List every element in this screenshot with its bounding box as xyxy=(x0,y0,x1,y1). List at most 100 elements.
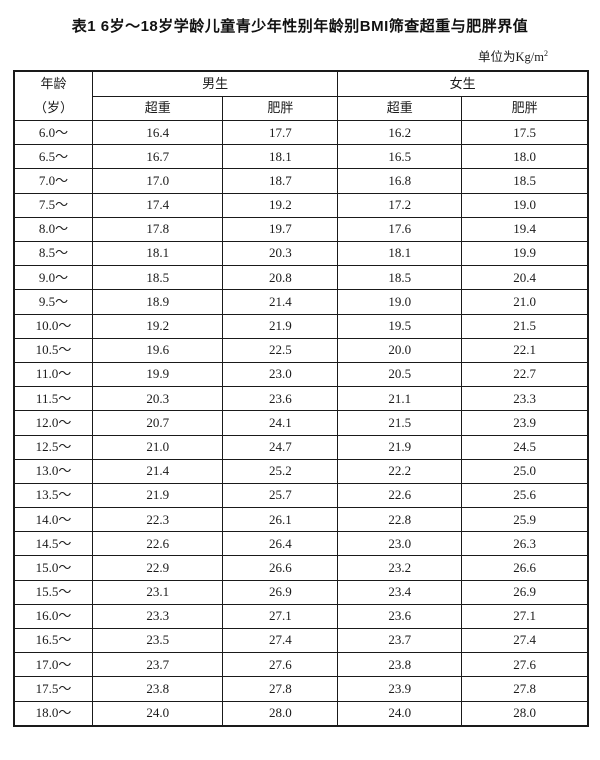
table-row: 16.5～ 23.5 27.4 23.7 27.4 xyxy=(13,628,589,654)
table-row: 9.0～ 18.5 20.8 18.5 20.4 xyxy=(13,265,589,291)
age-cell: 15.5～ xyxy=(13,579,94,605)
age-cell: 10.0～ xyxy=(13,313,94,339)
unit-note-superscript: 2 xyxy=(544,48,548,58)
bmi-value-cell: 27.6 xyxy=(222,652,339,678)
bmi-value-cell: 20.4 xyxy=(461,265,589,291)
bmi-value-cell: 24.0 xyxy=(92,700,224,727)
bmi-value-cell: 22.7 xyxy=(461,361,589,388)
bmi-value-cell: 23.8 xyxy=(92,676,224,702)
bmi-value-cell: 23.3 xyxy=(92,603,224,630)
bmi-value-cell: 21.9 xyxy=(222,313,339,339)
bmi-value-cell: 22.5 xyxy=(222,337,339,363)
bmi-value-cell: 17.8 xyxy=(92,216,224,243)
age-cell: 11.5～ xyxy=(13,386,94,412)
bmi-value-cell: 18.1 xyxy=(92,241,224,267)
bmi-value-cell: 23.6 xyxy=(337,603,463,630)
bmi-value-cell: 20.3 xyxy=(222,241,339,267)
bmi-value-cell: 25.7 xyxy=(222,482,339,509)
bmi-value-cell: 21.4 xyxy=(222,289,339,315)
bmi-value-cell: 22.3 xyxy=(92,507,224,533)
bmi-value-cell: 16.2 xyxy=(337,120,463,146)
age-cell: 13.5～ xyxy=(13,482,94,509)
bmi-value-cell: 21.0 xyxy=(461,289,589,315)
bmi-value-cell: 27.8 xyxy=(222,676,339,702)
bmi-value-cell: 21.1 xyxy=(337,386,463,412)
table-row: 13.0～ 21.4 25.2 22.2 25.0 xyxy=(13,458,589,484)
bmi-value-cell: 23.6 xyxy=(222,386,339,412)
bmi-value-cell: 21.9 xyxy=(92,482,224,509)
bmi-value-cell: 21.5 xyxy=(337,410,463,436)
girls-overweight-header: 超重 xyxy=(337,95,463,122)
table-row: 9.5～ 18.9 21.4 19.0 21.0 xyxy=(13,289,589,315)
table-row: 10.0～ 19.2 21.9 19.5 21.5 xyxy=(13,313,589,339)
bmi-value-cell: 20.7 xyxy=(92,410,224,436)
bmi-value-cell: 17.4 xyxy=(92,192,224,218)
age-cell: 16.5～ xyxy=(13,628,94,654)
age-cell: 17.0～ xyxy=(13,652,94,678)
bmi-value-cell: 20.8 xyxy=(222,265,339,291)
age-cell: 6.5～ xyxy=(13,144,94,170)
bmi-value-cell: 18.1 xyxy=(337,241,463,267)
table-row: 7.5～ 17.4 19.2 17.2 19.0 xyxy=(13,192,589,218)
bmi-value-cell: 19.0 xyxy=(337,289,463,315)
bmi-value-cell: 17.5 xyxy=(461,120,589,146)
age-cell: 7.5～ xyxy=(13,192,94,218)
bmi-value-cell: 25.9 xyxy=(461,507,589,533)
bmi-value-cell: 22.6 xyxy=(92,531,224,557)
bmi-value-cell: 21.5 xyxy=(461,313,589,339)
bmi-value-cell: 27.1 xyxy=(222,603,339,630)
bmi-value-cell: 17.7 xyxy=(222,120,339,146)
table-row: 6.0～ 16.4 17.7 16.2 17.5 xyxy=(13,120,589,146)
bmi-value-cell: 17.0 xyxy=(92,168,224,194)
bmi-value-cell: 23.7 xyxy=(92,652,224,678)
bmi-value-cell: 21.4 xyxy=(92,458,224,484)
bmi-value-cell: 18.7 xyxy=(222,168,339,194)
bmi-value-cell: 23.2 xyxy=(337,555,463,581)
bmi-value-cell: 23.8 xyxy=(337,652,463,678)
boys-obesity-header: 肥胖 xyxy=(222,95,339,122)
table-row: 14.0～ 22.3 26.1 22.8 25.9 xyxy=(13,507,589,533)
bmi-value-cell: 19.0 xyxy=(461,192,589,218)
table-row: 6.5～ 16.7 18.1 16.5 18.0 xyxy=(13,144,589,170)
table-row: 13.5～ 21.9 25.7 22.6 25.6 xyxy=(13,482,589,509)
bmi-value-cell: 18.1 xyxy=(222,144,339,170)
bmi-value-cell: 18.0 xyxy=(461,144,589,170)
bmi-value-cell: 23.0 xyxy=(337,531,463,557)
table-row: 7.0～ 17.0 18.7 16.8 18.5 xyxy=(13,168,589,194)
bmi-cutoff-table: 年龄 （岁） 男生 女生 超重 肥胖 超重 肥胖 6.0～ 16.4 17.7 16.… xyxy=(13,70,589,727)
bmi-value-cell: 27.4 xyxy=(222,628,339,654)
bmi-value-cell: 20.5 xyxy=(337,361,463,388)
bmi-value-cell: 17.6 xyxy=(337,216,463,243)
age-cell: 11.0～ xyxy=(13,361,94,388)
bmi-value-cell: 19.6 xyxy=(92,337,224,363)
bmi-value-cell: 17.2 xyxy=(337,192,463,218)
bmi-value-cell: 19.9 xyxy=(92,361,224,388)
bmi-value-cell: 16.7 xyxy=(92,144,224,170)
bmi-value-cell: 27.6 xyxy=(461,652,589,678)
bmi-value-cell: 16.8 xyxy=(337,168,463,194)
bmi-value-cell: 27.8 xyxy=(461,676,589,702)
bmi-value-cell: 23.1 xyxy=(92,579,224,605)
age-cell: 6.0～ xyxy=(13,120,94,146)
table-row: 17.0～ 23.7 27.6 23.8 27.6 xyxy=(13,652,589,678)
table-row: 8.5～ 18.1 20.3 18.1 19.9 xyxy=(13,241,589,267)
bmi-value-cell: 23.9 xyxy=(337,676,463,702)
bmi-value-cell: 25.0 xyxy=(461,458,589,484)
bmi-value-cell: 16.4 xyxy=(92,120,224,146)
bmi-value-cell: 26.6 xyxy=(461,555,589,581)
age-cell: 14.0～ xyxy=(13,507,94,533)
bmi-value-cell: 28.0 xyxy=(461,700,589,727)
table-row: 12.5～ 21.0 24.7 21.9 24.5 xyxy=(13,434,589,460)
bmi-value-cell: 21.0 xyxy=(92,434,224,460)
bmi-value-cell: 19.9 xyxy=(461,241,589,267)
header-row-categories: 超重 肥胖 超重 肥胖 xyxy=(14,95,589,122)
bmi-value-cell: 25.6 xyxy=(461,482,589,509)
bmi-value-cell: 19.2 xyxy=(222,192,339,218)
age-cell: 16.0～ xyxy=(13,603,94,630)
bmi-value-cell: 26.6 xyxy=(222,555,339,581)
girls-header: 女生 xyxy=(337,70,589,97)
page-title: 表1 6岁～18岁学龄儿童青少年性别年龄别BMI筛查超重与肥胖界值 xyxy=(71,18,529,35)
bmi-value-cell: 26.4 xyxy=(222,531,339,557)
bmi-value-cell: 20.0 xyxy=(337,337,463,363)
age-cell: 15.0～ xyxy=(13,555,94,581)
